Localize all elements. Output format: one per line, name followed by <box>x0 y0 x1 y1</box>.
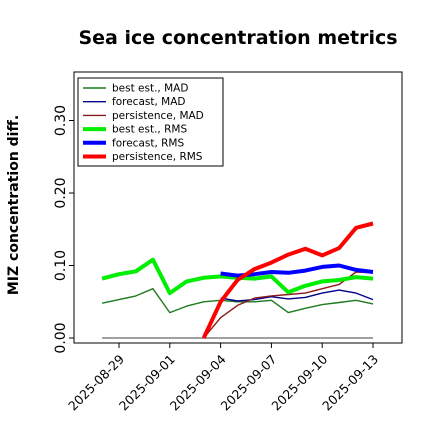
series-line-5 <box>201 221 374 339</box>
legend-label: forecast, RMS <box>112 137 184 149</box>
y-axis-label: MIZ concentration diff. <box>6 115 22 295</box>
y-tick-label: 0.30 <box>53 105 69 136</box>
y-tick-label: 0.20 <box>53 177 69 208</box>
series-line-0 <box>101 288 374 314</box>
y-tick-label: 0.00 <box>53 322 69 353</box>
y-tick-label: 0.10 <box>53 250 69 281</box>
series-line-1 <box>220 289 374 302</box>
legend-label: best est., RMS <box>112 124 187 136</box>
series-line-2 <box>203 271 374 339</box>
x-axis-ticks: 2025-08-292025-09-012025-09-042025-09-07… <box>65 343 381 413</box>
legend-label: best est., MAD <box>112 83 188 95</box>
series-lines <box>101 221 374 339</box>
chart-title: Sea ice concentration metrics <box>78 27 397 49</box>
legend-label: persistence, MAD <box>112 110 204 122</box>
legend-label: forecast, MAD <box>112 96 185 108</box>
legend-box <box>77 77 224 167</box>
y-axis-ticks: 0.00 0.10 0.20 0.30 <box>53 105 74 354</box>
legend-label: persistence, RMS <box>112 151 203 163</box>
plot-frame <box>73 71 403 344</box>
